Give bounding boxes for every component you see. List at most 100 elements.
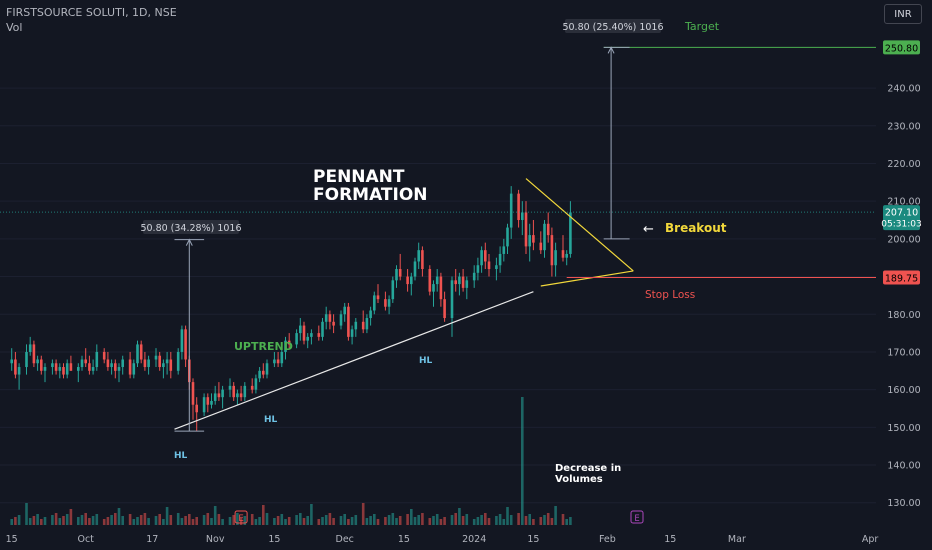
candle xyxy=(114,363,117,371)
candle xyxy=(561,250,565,258)
candle xyxy=(239,393,243,398)
volume-bar xyxy=(376,519,380,525)
volume-bar xyxy=(509,515,513,525)
candle xyxy=(487,261,491,270)
hl-label-3: HL xyxy=(419,356,433,366)
candle xyxy=(276,359,280,364)
volume-bar xyxy=(273,518,276,525)
candle xyxy=(299,325,302,334)
candle xyxy=(417,250,420,262)
candle xyxy=(176,351,180,371)
volume-bar xyxy=(54,513,58,525)
candle xyxy=(17,367,21,375)
candle xyxy=(206,397,210,405)
candle xyxy=(302,325,306,341)
uptrend-label: UPTREND xyxy=(234,340,293,353)
candle xyxy=(14,359,17,375)
volume-bar xyxy=(28,518,32,525)
volume-bar xyxy=(450,515,454,525)
currency-button[interactable]: INR xyxy=(884,4,922,24)
candle xyxy=(339,314,343,326)
volume-bar xyxy=(565,519,568,525)
candle xyxy=(236,393,239,398)
bar-countdown: 05:31:03 xyxy=(881,220,921,230)
y-tick-label: 170.00 xyxy=(887,347,920,358)
earnings-marker-2-box xyxy=(630,510,644,524)
volume-bar xyxy=(347,519,350,525)
volume-bar xyxy=(502,519,506,525)
volume-bar xyxy=(406,514,409,525)
y-tick-label: 220.00 xyxy=(887,159,920,170)
candle xyxy=(77,367,80,371)
volume-bar xyxy=(465,514,469,525)
volume-bar xyxy=(284,519,287,525)
volume-bar xyxy=(91,516,95,525)
volume-bar xyxy=(369,516,372,525)
volume-bar xyxy=(387,515,391,525)
x-tick-label: 15 xyxy=(664,534,676,545)
candle xyxy=(350,329,354,337)
breakout-label: Breakout xyxy=(665,221,727,235)
candle xyxy=(450,280,454,319)
target-price-tag: 250.80 xyxy=(885,43,918,54)
candle xyxy=(280,351,284,364)
y-tick-label: 160.00 xyxy=(887,385,920,396)
volume-bar xyxy=(443,517,446,525)
volume-bar xyxy=(147,518,150,525)
volume-bar xyxy=(410,509,413,525)
volume-bar xyxy=(476,517,480,525)
x-tick-label: 15 xyxy=(527,534,539,545)
candle xyxy=(169,359,173,371)
x-tick-label: 2024 xyxy=(462,534,486,545)
volume-bar xyxy=(328,513,332,525)
candle xyxy=(495,265,498,270)
candle xyxy=(565,253,568,258)
candle xyxy=(458,276,461,285)
pennant-upper-line xyxy=(525,178,634,272)
candle xyxy=(265,363,269,375)
earnings-marker-1: E xyxy=(238,514,243,524)
volume-bar xyxy=(106,517,110,525)
candle xyxy=(158,355,161,368)
volume-bar xyxy=(302,518,306,525)
volume-bar xyxy=(550,518,554,525)
volume-bar xyxy=(80,515,84,525)
measure-left-arrowhead xyxy=(185,238,193,246)
candle xyxy=(147,359,150,368)
volume-bar xyxy=(361,503,365,525)
candle xyxy=(428,269,432,292)
volume-bar xyxy=(236,513,239,525)
volume-bar xyxy=(373,514,376,525)
volume-bar xyxy=(110,515,113,525)
current-price-tag-bg xyxy=(883,205,920,231)
volume-bar xyxy=(136,517,139,525)
volume-bar xyxy=(51,515,54,525)
candle xyxy=(465,280,469,288)
candle xyxy=(51,363,54,368)
candle xyxy=(498,253,502,266)
y-tick-label: 180.00 xyxy=(887,310,920,321)
volume-bar xyxy=(262,505,265,525)
candle xyxy=(110,363,113,368)
candle xyxy=(243,385,247,398)
volume-bar xyxy=(132,519,136,525)
x-tick-label: Apr xyxy=(862,534,879,545)
volume-bar xyxy=(162,519,165,525)
candle xyxy=(410,276,413,285)
candle xyxy=(317,333,321,337)
candle xyxy=(347,306,350,337)
candle xyxy=(180,329,184,352)
candle xyxy=(321,321,324,337)
target-price-tag-bg xyxy=(883,40,920,55)
candle xyxy=(439,276,443,300)
candle xyxy=(254,378,258,390)
candle xyxy=(10,359,13,364)
volume-bar xyxy=(188,514,191,525)
volume-bar xyxy=(561,514,565,525)
volume-bar xyxy=(324,515,328,525)
volume-bar xyxy=(265,513,269,525)
candle xyxy=(569,212,572,254)
x-tick-label: 15 xyxy=(6,534,18,545)
candle xyxy=(58,367,62,371)
